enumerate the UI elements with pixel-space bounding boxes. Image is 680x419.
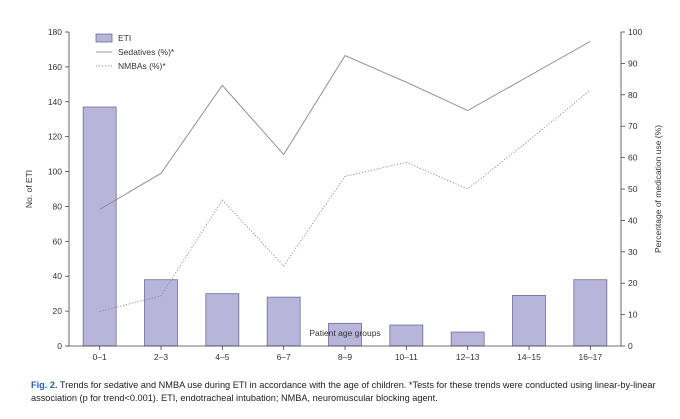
left-tick-label: 100	[48, 167, 62, 177]
right-tick-label: 70	[628, 121, 638, 131]
x-tick-label: 0–1	[93, 352, 107, 362]
right-tick-label: 100	[628, 27, 642, 37]
legend-label-nmba: NMBAs (%)*	[118, 61, 166, 71]
figure-label: Fig. 2.	[31, 380, 58, 390]
nmba-line	[99, 89, 591, 312]
left-tick-label: 140	[48, 97, 62, 107]
bar-16–17	[573, 279, 608, 347]
x-tick-label: 12–13	[456, 352, 480, 362]
left-tick-label: 60	[53, 236, 63, 246]
x-tick-label: 2–3	[154, 352, 168, 362]
left-tick-label: 180	[48, 27, 62, 37]
right-tick-label: 60	[628, 153, 638, 163]
legend-swatch-eti	[95, 33, 113, 43]
x-axis-title: Patient age groups	[309, 328, 380, 338]
left-tick-label: 120	[48, 132, 62, 142]
figure-caption: Fig. 2. Trends for sedative and NMBA use…	[31, 379, 671, 405]
left-tick-label: 20	[53, 306, 63, 316]
right-tick-label: 50	[628, 184, 638, 194]
left-tick-label: 0	[57, 341, 62, 351]
x-tick-label: 4–5	[215, 352, 229, 362]
bar-6–7	[266, 296, 301, 347]
left-tick-label: 40	[53, 271, 63, 281]
legend: ETI Sedatives (%)* NMBAs (%)*	[95, 33, 175, 71]
legend-label-sedatives: Sedatives (%)*	[118, 47, 175, 57]
right-tick-label: 0	[628, 341, 633, 351]
right-tick-label: 30	[628, 247, 638, 257]
left-tick-label: 80	[53, 201, 63, 211]
x-tick-label: 10–11	[395, 352, 418, 362]
y2-axis-title: Percentage of medication use (%)	[653, 125, 663, 253]
bar-10–11	[389, 324, 424, 347]
legend-label-eti: ETI	[118, 33, 131, 43]
bars-layer	[82, 106, 608, 347]
bar-12–13	[450, 331, 485, 347]
bar-2–3	[144, 279, 178, 347]
x-tick-label: 6–7	[277, 352, 291, 362]
right-tick-label: 20	[628, 278, 638, 288]
right-tick-label: 80	[628, 90, 638, 100]
y-axis-title: No. of ETI	[24, 170, 34, 208]
ticks-layer: 0 20 40 60 80 100 120 140 160 180 0 10 20 30 40 50 60 70 8…	[24, 27, 663, 362]
sedatives-line	[99, 41, 591, 210]
bar-0–1	[82, 106, 117, 347]
x-tick-label: 8–9	[338, 352, 352, 362]
left-tick-label: 160	[48, 62, 62, 72]
lines-layer	[99, 41, 591, 312]
x-tick-label: 16–17	[579, 352, 603, 362]
eti-medication-chart: 0 20 40 60 80 100 120 140 160 180 0 10 20 30 40 50 60 70 8…	[24, 27, 663, 362]
right-tick-label: 90	[628, 58, 638, 68]
bar-14–15	[512, 295, 546, 347]
right-tick-label: 40	[628, 215, 638, 225]
x-tick-label: 14–15	[517, 352, 541, 362]
bar-4–5	[205, 293, 240, 347]
right-tick-label: 10	[628, 310, 638, 320]
figure-caption-text: Trends for sedative and NMBA use during …	[31, 380, 656, 403]
